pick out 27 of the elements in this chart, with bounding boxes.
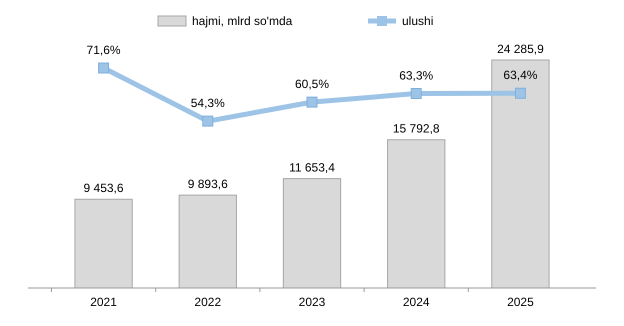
point (514, 88, 526, 99)
point (410, 88, 422, 100)
bar (387, 139, 446, 288)
legend-label: ulushi (402, 14, 434, 28)
x-tick-label: 2024 (402, 295, 430, 309)
bar (74, 198, 133, 288)
data-label: 9 893,6 (188, 177, 228, 192)
data-label: 63,3% (399, 68, 434, 83)
data-label: 54,3% (190, 96, 226, 110)
data-label: 15 792,8 (392, 122, 440, 136)
bar (491, 60, 550, 288)
data-label: 63,4% (503, 68, 538, 82)
x-tick-label: 2021 (90, 295, 118, 309)
x-tick-label: 2025 (507, 295, 534, 309)
bar (282, 178, 342, 288)
data-label: 9 453,6 (84, 181, 124, 196)
data-label: 71,6% (86, 43, 121, 57)
point (202, 116, 214, 127)
data-label: 24 285,9 (497, 42, 544, 56)
x-tick-label: 2022 (194, 295, 222, 309)
legend-label: hajmi, mlrd so'mda (192, 14, 293, 28)
data-label: 60,5% (294, 77, 330, 92)
point (306, 96, 318, 108)
data-label: 11 653,4 (289, 160, 336, 175)
point (98, 62, 110, 74)
bar (178, 194, 237, 288)
x-tick-label: 2023 (298, 295, 326, 309)
